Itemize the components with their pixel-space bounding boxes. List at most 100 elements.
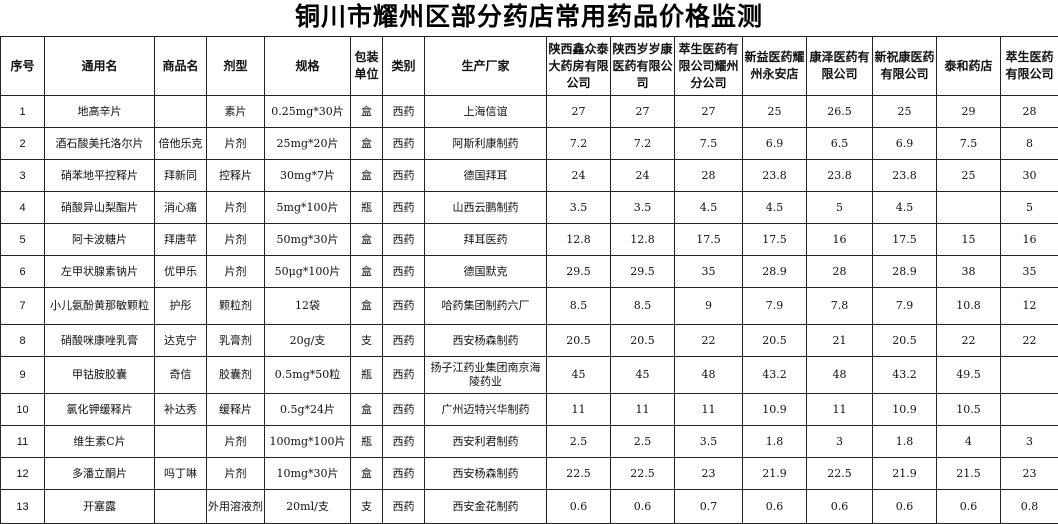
category-cell: 西药 bbox=[383, 394, 425, 426]
manufacturer-cell: 西安利君制药 bbox=[425, 426, 547, 458]
manufacturer-cell: 西安杨森制药 bbox=[425, 325, 547, 357]
index-cell: 13 bbox=[1, 490, 45, 524]
price-cell: 35 bbox=[675, 256, 743, 288]
price-cell: 7.2 bbox=[611, 128, 675, 160]
price-cell: 20.5 bbox=[547, 325, 611, 357]
category-cell: 西药 bbox=[383, 160, 425, 192]
price-cell: 10.8 bbox=[937, 288, 1001, 325]
price-cell: 28 bbox=[807, 256, 873, 288]
price-cell: 12.8 bbox=[547, 224, 611, 256]
column-header: 通用名 bbox=[45, 37, 155, 96]
index-cell: 5 bbox=[1, 224, 45, 256]
price-cell: 5 bbox=[1001, 192, 1058, 224]
price-cell: 15 bbox=[937, 224, 1001, 256]
generic-name-cell: 维生素C片 bbox=[45, 426, 155, 458]
price-cell: 0.6 bbox=[743, 490, 807, 524]
price-cell: 23.8 bbox=[743, 160, 807, 192]
price-cell: 4.5 bbox=[675, 192, 743, 224]
price-cell: 21.5 bbox=[937, 458, 1001, 490]
price-cell bbox=[1001, 357, 1058, 394]
price-cell: 4.5 bbox=[743, 192, 807, 224]
column-header: 规格 bbox=[265, 37, 351, 96]
price-cell: 16 bbox=[1001, 224, 1058, 256]
column-header: 商品名 bbox=[155, 37, 207, 96]
manufacturer-cell: 扬子江药业集团南京海陵药业 bbox=[425, 357, 547, 394]
unit-cell: 盒 bbox=[351, 288, 383, 325]
price-cell: 24 bbox=[611, 160, 675, 192]
price-cell: 7.9 bbox=[743, 288, 807, 325]
unit-cell: 支 bbox=[351, 325, 383, 357]
category-cell: 西药 bbox=[383, 224, 425, 256]
spec-cell: 30mg*7片 bbox=[265, 160, 351, 192]
index-cell: 10 bbox=[1, 394, 45, 426]
brand-name-cell: 达克宁 bbox=[155, 325, 207, 357]
price-cell bbox=[937, 192, 1001, 224]
spec-cell: 50μg*100片 bbox=[265, 256, 351, 288]
brand-name-cell: 优甲乐 bbox=[155, 256, 207, 288]
column-header: 新益医药耀州永安店 bbox=[743, 37, 807, 96]
manufacturer-cell: 西安金花制药 bbox=[425, 490, 547, 524]
manufacturer-cell: 西安杨森制药 bbox=[425, 458, 547, 490]
spec-cell: 0.5g*24片 bbox=[265, 394, 351, 426]
price-cell: 0.6 bbox=[547, 490, 611, 524]
dosage-form-cell: 片剂 bbox=[207, 128, 265, 160]
price-cell: 16 bbox=[807, 224, 873, 256]
category-cell: 西药 bbox=[383, 325, 425, 357]
price-cell: 11 bbox=[611, 394, 675, 426]
index-cell: 3 bbox=[1, 160, 45, 192]
category-cell: 西药 bbox=[383, 288, 425, 325]
price-cell: 29.5 bbox=[611, 256, 675, 288]
brand-name-cell bbox=[155, 490, 207, 524]
price-cell: 28 bbox=[1001, 96, 1058, 128]
category-cell: 西药 bbox=[383, 490, 425, 524]
price-cell: 22.5 bbox=[547, 458, 611, 490]
index-cell: 11 bbox=[1, 426, 45, 458]
price-cell: 49.5 bbox=[937, 357, 1001, 394]
brand-name-cell: 奇信 bbox=[155, 357, 207, 394]
brand-name-cell bbox=[155, 426, 207, 458]
price-cell: 22 bbox=[1001, 325, 1058, 357]
dosage-form-cell: 缓释片 bbox=[207, 394, 265, 426]
unit-cell: 盒 bbox=[351, 160, 383, 192]
price-cell: 25 bbox=[873, 96, 937, 128]
price-cell: 7.5 bbox=[675, 128, 743, 160]
dosage-form-cell: 颗粒剂 bbox=[207, 288, 265, 325]
generic-name-cell: 酒石酸美托洛尔片 bbox=[45, 128, 155, 160]
price-cell: 10.5 bbox=[937, 394, 1001, 426]
price-cell: 21 bbox=[807, 325, 873, 357]
index-cell: 9 bbox=[1, 357, 45, 394]
category-cell: 西药 bbox=[383, 96, 425, 128]
brand-name-cell: 吗丁啉 bbox=[155, 458, 207, 490]
manufacturer-cell: 拜耳医药 bbox=[425, 224, 547, 256]
price-cell: 3.5 bbox=[611, 192, 675, 224]
price-cell: 27 bbox=[675, 96, 743, 128]
price-cell: 8.5 bbox=[611, 288, 675, 325]
price-cell: 10.9 bbox=[873, 394, 937, 426]
price-cell: 3.5 bbox=[675, 426, 743, 458]
spec-cell: 50mg*30片 bbox=[265, 224, 351, 256]
column-header: 新祝康医药有限公司 bbox=[873, 37, 937, 96]
price-cell: 43.2 bbox=[873, 357, 937, 394]
column-header: 陕西鑫众泰大药房有限公司 bbox=[547, 37, 611, 96]
index-cell: 2 bbox=[1, 128, 45, 160]
generic-name-cell: 地高辛片 bbox=[45, 96, 155, 128]
unit-cell: 瓶 bbox=[351, 426, 383, 458]
brand-name-cell: 消心痛 bbox=[155, 192, 207, 224]
brand-name-cell: 补达秀 bbox=[155, 394, 207, 426]
price-cell: 21.9 bbox=[873, 458, 937, 490]
price-cell: 23.8 bbox=[873, 160, 937, 192]
column-header: 包装单位 bbox=[351, 37, 383, 96]
header-row: 序号通用名商品名剂型规格包装单位类别生产厂家陕西鑫众泰大药房有限公司陕西岁岁康医… bbox=[1, 37, 1058, 96]
price-cell: 38 bbox=[937, 256, 1001, 288]
price-cell: 27 bbox=[547, 96, 611, 128]
column-header: 剂型 bbox=[207, 37, 265, 96]
price-cell: 24 bbox=[547, 160, 611, 192]
column-header: 康泽医药有限公司 bbox=[807, 37, 873, 96]
unit-cell: 盒 bbox=[351, 224, 383, 256]
